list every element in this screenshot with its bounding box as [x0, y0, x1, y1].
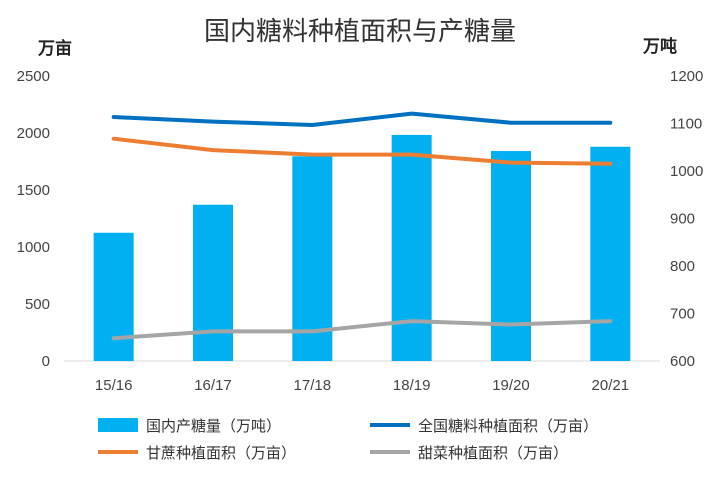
right-tick-label: 1100 — [670, 116, 702, 133]
left-axis-ticks: 0 500 1000 1500 2000 2500 — [17, 68, 50, 370]
legend-label-line: 甜菜种植面积（万亩） — [418, 444, 568, 462]
right-tick-label: 600 — [670, 353, 695, 370]
left-tick-label: 1000 — [17, 239, 50, 256]
right-tick-label: 900 — [670, 211, 695, 228]
legend-label-line: 全国糖料种植面积（万亩） — [418, 417, 598, 435]
left-tick-label: 500 — [25, 296, 50, 313]
x-tick-label: 19/20 — [492, 377, 530, 394]
chart-title: 国内糖料种植面积与产糖量 — [204, 17, 516, 47]
left-tick-label: 2000 — [17, 125, 50, 142]
left-tick-label: 2500 — [17, 68, 50, 85]
line-sugarcane-area — [111, 136, 613, 166]
left-tick-label: 1500 — [17, 182, 50, 199]
right-tick-label: 1000 — [670, 163, 703, 180]
right-axis-ticks: 600 700 800 900 1000 1100 1200 — [670, 68, 703, 370]
x-axis-labels: 15/16 16/17 17/18 18/19 19/20 20/21 — [95, 377, 629, 394]
legend-label-bar: 国内产糖量（万吨） — [146, 417, 281, 435]
line-sugarbeet-area — [111, 319, 613, 341]
legend-label-line: 甘蔗种植面积（万亩） — [146, 444, 296, 462]
bar-sugar-output — [590, 146, 631, 361]
line-total-area — [111, 111, 613, 128]
x-tick-label: 17/18 — [294, 377, 332, 394]
right-axis-unit: 万吨 — [642, 36, 677, 57]
right-tick-label: 700 — [670, 306, 695, 323]
x-tick-label: 20/21 — [592, 377, 630, 394]
bar-sugar-output — [93, 232, 134, 361]
bar-sugar-output — [491, 151, 531, 361]
legend-swatch-bar — [98, 418, 138, 432]
x-tick-label: 18/19 — [393, 377, 431, 394]
bar-sugar-output — [391, 134, 432, 361]
left-tick-label: 0 — [42, 353, 50, 370]
bar-sugar-output — [292, 156, 333, 361]
right-tick-label: 800 — [670, 258, 695, 275]
line-series — [111, 111, 613, 341]
x-tick-label: 16/17 — [194, 377, 232, 394]
right-tick-label: 1200 — [670, 68, 703, 85]
left-axis-unit: 万亩 — [37, 38, 72, 59]
legend: 国内产糖量（万吨） 全国糖料种植面积（万亩） 甘蔗种植面积（万亩） 甜菜种植面积（万亩… — [98, 417, 598, 462]
x-tick-label: 15/16 — [95, 377, 133, 394]
bar-sugar-output — [193, 204, 233, 361]
